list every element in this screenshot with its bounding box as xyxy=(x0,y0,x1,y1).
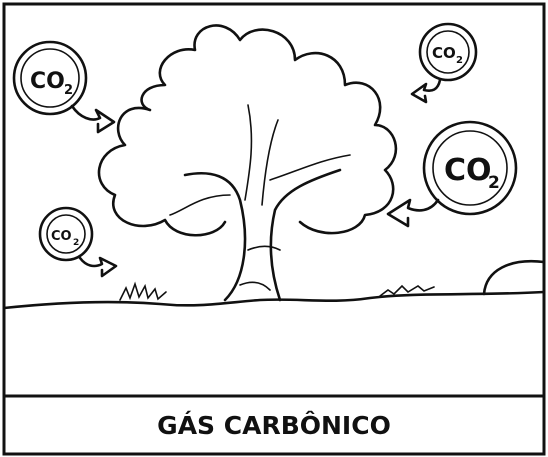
bubble-subscript: 2 xyxy=(488,173,500,193)
bubble-label: CO xyxy=(30,69,65,94)
caption: GÁS CARBÔNICO xyxy=(157,410,391,440)
bubble-subscript: 2 xyxy=(456,55,463,66)
bubble-label: CO xyxy=(444,153,492,188)
bubble-label: CO xyxy=(432,44,456,62)
illustration: CO 2 CO 2 CO 2 CO 2 GÁS CARBÔNICO xyxy=(0,0,548,457)
bubble-label: CO xyxy=(51,229,72,244)
bubble-subscript: 2 xyxy=(64,83,73,98)
bubble-subscript: 2 xyxy=(73,238,79,248)
